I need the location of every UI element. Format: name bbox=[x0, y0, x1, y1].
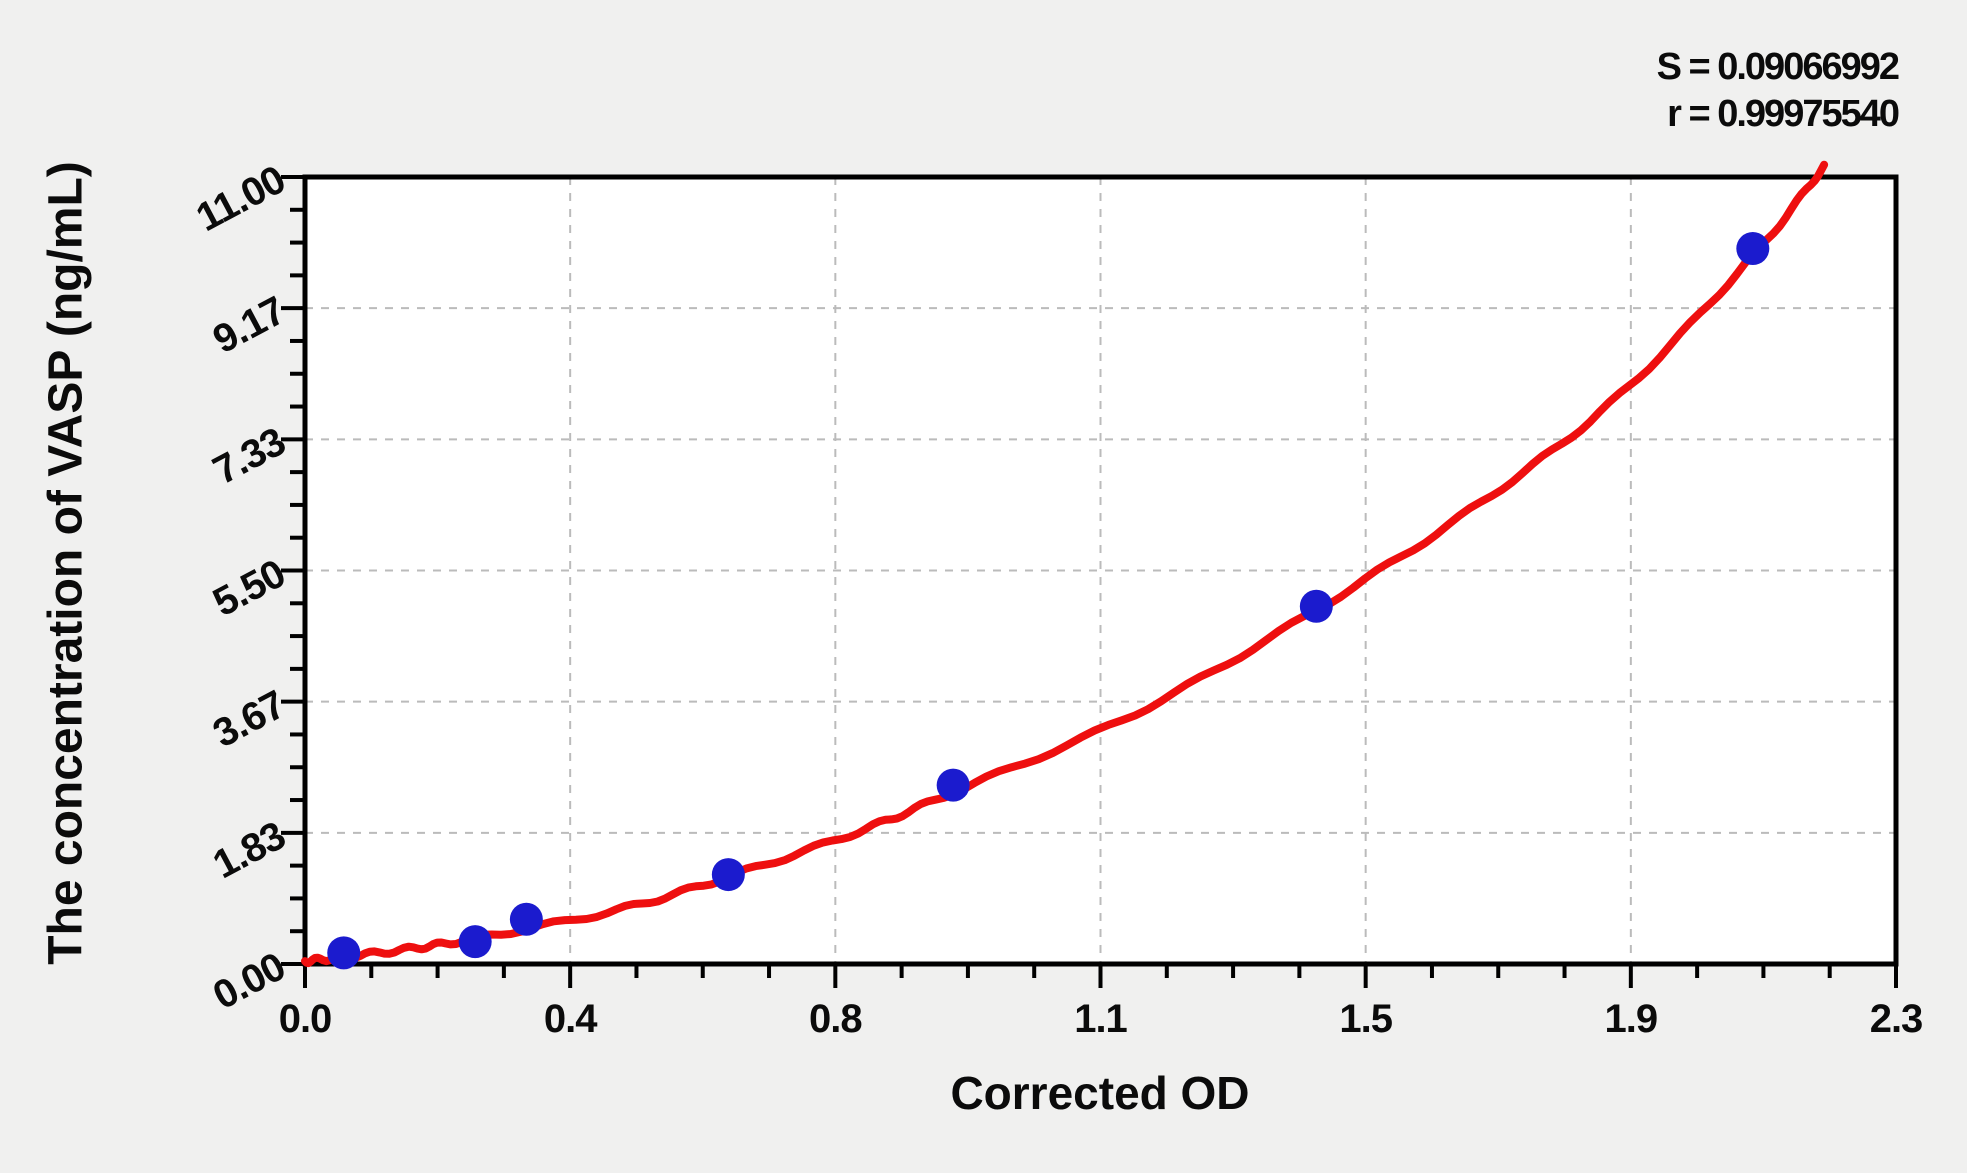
x-tick-label-1: 0.4 bbox=[543, 997, 598, 1041]
data-point bbox=[327, 936, 361, 970]
stat-s-value: S = 0.09066992 bbox=[1656, 46, 1900, 88]
data-point bbox=[711, 858, 745, 892]
x-tick-label-5: 1.9 bbox=[1604, 997, 1659, 1041]
stat-r-value: r = 0.99975540 bbox=[1667, 93, 1900, 135]
data-point bbox=[1299, 589, 1333, 623]
data-point bbox=[509, 902, 543, 936]
x-tick-label-0: 0.0 bbox=[278, 997, 333, 1041]
x-tick-label-3: 1.1 bbox=[1074, 997, 1128, 1041]
x-tick-label-2: 0.8 bbox=[809, 997, 863, 1041]
x-tick-label-6: 2.3 bbox=[1869, 997, 1924, 1041]
x-tick-label-4: 1.5 bbox=[1339, 997, 1393, 1041]
fit-statistics: S = 0.09066992 r = 0.99975540 bbox=[1656, 44, 1900, 138]
fitted-curve-line bbox=[301, 160, 1829, 968]
data-point bbox=[936, 768, 970, 802]
y-axis-title: The concentration of VASP (ng/mL) bbox=[39, 161, 93, 965]
x-axis-title: Corrected OD bbox=[950, 1067, 1250, 1119]
data-point bbox=[1736, 232, 1770, 266]
data-point bbox=[458, 925, 492, 959]
